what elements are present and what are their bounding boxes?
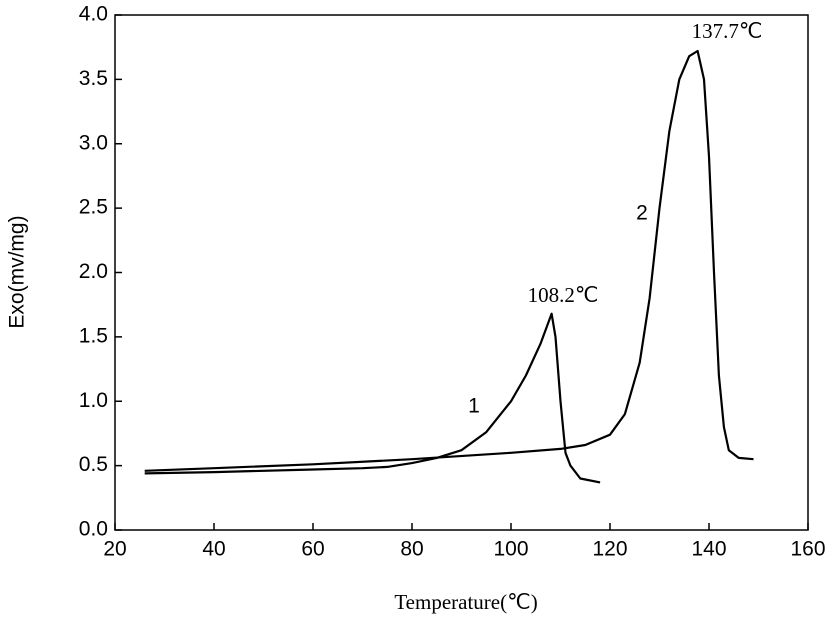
series-label: 1 bbox=[468, 395, 480, 418]
y-tick-label: 1.5 bbox=[79, 324, 108, 347]
y-axis-title: Exo(mv/mg) bbox=[6, 215, 29, 328]
x-tick-label: 60 bbox=[301, 538, 324, 561]
x-tick-label: 80 bbox=[400, 538, 423, 561]
series-label: 2 bbox=[636, 202, 648, 225]
x-axis-title: Temperature(℃) bbox=[394, 590, 537, 614]
y-tick-label: 2.0 bbox=[79, 260, 108, 283]
y-tick-label: 4.0 bbox=[79, 3, 108, 26]
x-tick-label: 160 bbox=[790, 538, 825, 561]
y-tick-label: 2.5 bbox=[79, 196, 108, 219]
x-tick-label: 40 bbox=[202, 538, 225, 561]
series-line bbox=[144, 312, 601, 484]
y-tick-label: 3.0 bbox=[79, 131, 108, 154]
series-line bbox=[144, 49, 754, 472]
annotation: 108.2℃ bbox=[528, 283, 599, 307]
x-tick-label: 120 bbox=[592, 538, 627, 561]
y-tick-label: 1.0 bbox=[79, 389, 108, 412]
y-tick-label: 3.5 bbox=[79, 67, 108, 90]
x-tick-label: 100 bbox=[493, 538, 528, 561]
y-tick-label: 0.0 bbox=[79, 518, 108, 541]
annotation: 137.7℃ bbox=[692, 19, 763, 43]
x-tick-label: 20 bbox=[103, 538, 126, 561]
x-tick-label: 140 bbox=[691, 538, 726, 561]
y-tick-label: 0.5 bbox=[79, 453, 108, 476]
